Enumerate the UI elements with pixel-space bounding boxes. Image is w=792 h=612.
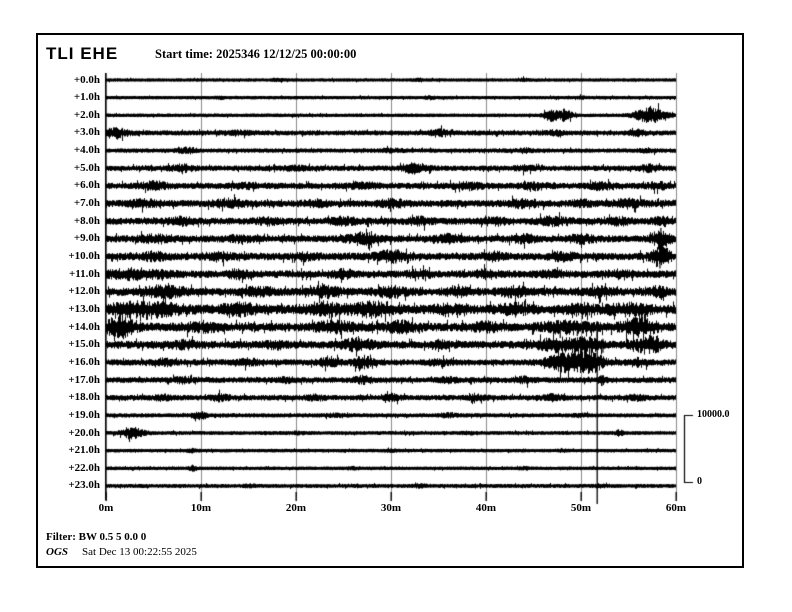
minute-tick-label: 30m bbox=[380, 502, 402, 514]
hour-label: +22.0h bbox=[68, 461, 100, 474]
filter-info: Filter: BW 0.5 5 0.0 0 bbox=[46, 531, 147, 543]
hour-label: +10.0h bbox=[68, 250, 100, 262]
hour-label: +18.0h bbox=[68, 391, 100, 404]
hour-label: +8.0h bbox=[73, 214, 100, 227]
minute-tick-label: 50m bbox=[570, 502, 592, 514]
hour-label: +20.0h bbox=[68, 426, 100, 439]
minute-tick-label: 40m bbox=[475, 502, 497, 514]
hour-label: +6.0h bbox=[73, 179, 100, 192]
hour-label: +7.0h bbox=[73, 197, 100, 210]
minute-tick-label: 20m bbox=[285, 502, 307, 514]
hour-label: +5.0h bbox=[73, 161, 100, 174]
minute-tick-label: 60m bbox=[665, 502, 687, 514]
minute-tick-label: 0m bbox=[98, 502, 114, 514]
station-title: TLI EHE bbox=[46, 44, 119, 63]
hour-label: +4.0h bbox=[73, 144, 100, 157]
hour-label: +21.0h bbox=[68, 444, 100, 457]
minute-tick-label: 10m bbox=[190, 502, 212, 514]
scale-max-label: 10000.0 bbox=[697, 409, 730, 420]
hour-label: +14.0h bbox=[68, 320, 100, 333]
hour-label: +19.0h bbox=[68, 408, 100, 421]
hour-label: +9.0h bbox=[73, 232, 100, 245]
hour-label: +1.0h bbox=[73, 91, 100, 104]
hour-label: +11.0h bbox=[68, 267, 100, 280]
render-timestamp: Sat Dec 13 00:22:55 2025 bbox=[82, 546, 197, 558]
hour-label: +0.0h bbox=[73, 73, 100, 86]
hour-label: +2.0h bbox=[73, 108, 100, 121]
start-time-label: Start time: 2025346 12/12/25 00:00:00 bbox=[155, 47, 357, 61]
hour-label: +13.0h bbox=[68, 302, 100, 315]
hour-label: +3.0h bbox=[73, 126, 100, 139]
hour-label: +12.0h bbox=[68, 285, 100, 298]
scale-min-label: 0 bbox=[697, 476, 702, 487]
agency-name: OGS bbox=[46, 546, 69, 558]
hour-label: +16.0h bbox=[68, 355, 100, 368]
hour-label: +17.0h bbox=[68, 373, 100, 386]
hour-label: +15.0h bbox=[68, 338, 100, 351]
hour-label: +23.0h bbox=[68, 479, 100, 492]
credit-line: OGS Sat Dec 13 00:22:55 2025 bbox=[46, 546, 197, 558]
